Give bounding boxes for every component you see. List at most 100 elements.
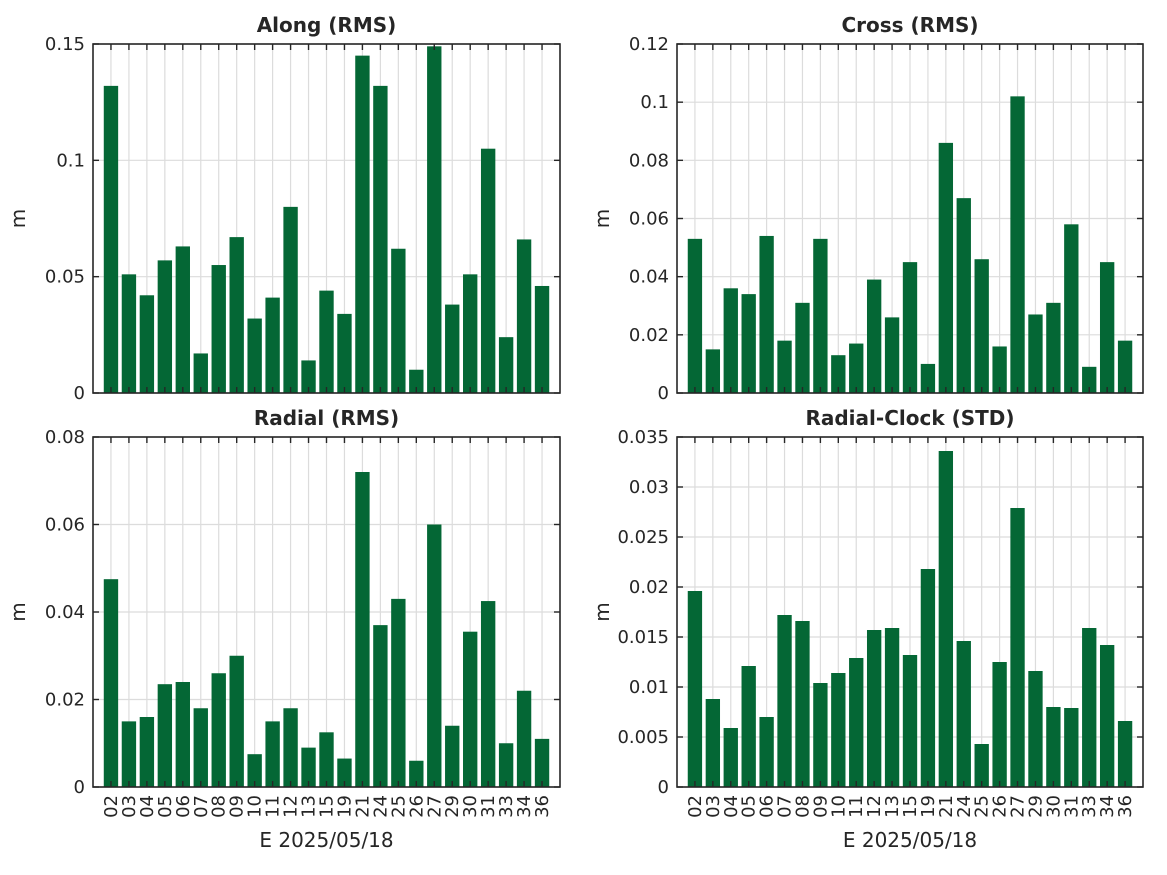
bar-06	[175, 682, 190, 787]
x-tick-label: 27	[1008, 795, 1029, 818]
bar-13	[884, 628, 900, 787]
bar-09	[229, 237, 244, 393]
chart-title: Radial (RMS)	[254, 406, 399, 430]
bar-21	[355, 55, 370, 394]
x-tick-label: 15	[317, 795, 338, 818]
bar-02	[103, 579, 119, 787]
bar-07	[193, 353, 208, 393]
y-tick-label: 0.005	[617, 727, 669, 748]
y-tick-label: 0	[658, 777, 669, 798]
y-tick-label: 0.12	[629, 34, 669, 55]
bar-24	[956, 641, 971, 787]
bar-31	[1064, 224, 1079, 393]
bar-06	[175, 246, 190, 393]
x-tick-label: 02	[101, 795, 122, 818]
y-tick-label: 0.04	[45, 602, 85, 623]
x-tick-label: 34	[1097, 795, 1118, 818]
x-tick-label: 12	[864, 795, 885, 818]
x-tick-label: 03	[119, 795, 140, 818]
x-tick-label: 12	[281, 795, 302, 818]
x-tick-label: 05	[739, 795, 760, 818]
bar-11	[849, 658, 864, 787]
bar-29	[445, 304, 460, 393]
x-tick-label: 10	[828, 795, 849, 818]
x-tick-label: 33	[1079, 795, 1100, 818]
bar-33	[1082, 366, 1097, 393]
y-axis-label: m	[590, 209, 614, 228]
bar-05	[157, 684, 173, 787]
bar-12	[283, 708, 298, 787]
y-tick-label: 0.1	[640, 92, 669, 113]
x-axis-label: E 2025/05/18	[843, 828, 977, 852]
bar-30	[463, 274, 478, 393]
chart-panel-2: 0 0.02 0.04 0.06 0.08 0.1 0.12 Cross (RMS) m	[590, 13, 1144, 404]
y-tick-label: 0.06	[629, 209, 669, 230]
bar-24	[373, 625, 388, 787]
x-tick-label: 19	[334, 795, 355, 818]
bar-27	[427, 524, 442, 787]
bar-27	[427, 46, 442, 394]
bar-09	[813, 238, 828, 393]
x-tick-label: 29	[1025, 795, 1046, 818]
bar-26	[992, 662, 1007, 787]
bar-34	[516, 239, 532, 393]
x-tick-label: 26	[406, 795, 427, 818]
x-tick-label: 08	[209, 795, 230, 818]
x-tick-label: 31	[478, 795, 499, 818]
bar-08	[211, 265, 226, 393]
bar-05	[157, 260, 173, 393]
bar-12	[283, 206, 298, 393]
bar-25	[974, 259, 989, 393]
chart-panel-4: 00.0050.010.0150.020.0250.030.0350203040…	[590, 406, 1144, 852]
x-tick-label: 26	[990, 795, 1011, 818]
y-tick-label: 0.1	[56, 150, 85, 171]
bar-29	[1028, 671, 1043, 787]
bar-30	[463, 631, 478, 787]
x-tick-label: 05	[155, 795, 176, 818]
x-tick-label: 02	[685, 795, 706, 818]
bar-33	[1082, 628, 1097, 787]
bar-34	[1099, 645, 1115, 787]
bar-03	[705, 699, 721, 787]
x-tick-label: 21	[936, 795, 957, 818]
bar-02	[687, 238, 703, 393]
x-tick-label: 11	[263, 795, 284, 818]
x-tick-label: 15	[900, 795, 921, 818]
y-tick-label: 0	[658, 383, 669, 404]
bar-34	[516, 690, 532, 787]
y-tick-label: 0.08	[45, 427, 85, 448]
y-tick-label: 0.08	[629, 150, 669, 171]
x-tick-label: 31	[1061, 795, 1082, 818]
x-tick-label: 21	[352, 795, 373, 818]
bar-31	[480, 601, 496, 787]
y-tick-label: 0.015	[617, 627, 669, 648]
y-tick-label: 0.15	[45, 34, 85, 55]
x-axis-label: E 2025/05/18	[259, 828, 393, 852]
bar-33	[498, 337, 514, 393]
x-tick-label: 27	[424, 795, 445, 818]
bar-24	[956, 198, 971, 393]
x-tick-label: 04	[137, 795, 158, 818]
bar-03	[705, 349, 721, 393]
bar-36	[1117, 721, 1133, 787]
bar-24	[373, 85, 388, 393]
bar-05	[741, 666, 756, 787]
y-tick-label: 0.035	[617, 427, 669, 448]
bar-13	[884, 317, 900, 393]
bar-11	[265, 297, 280, 393]
x-tick-label: 25	[972, 795, 993, 818]
bar-03	[121, 721, 137, 787]
bar-26	[409, 760, 424, 787]
bar-12	[866, 630, 882, 787]
chart-title: Cross (RMS)	[841, 13, 978, 37]
bar-09	[813, 683, 828, 787]
bar-26	[992, 346, 1007, 393]
bar-10	[247, 754, 262, 787]
x-tick-label: 04	[721, 795, 742, 818]
bar-09	[229, 655, 244, 787]
bar-26	[409, 369, 424, 393]
bar-04	[723, 288, 738, 393]
bar-19	[920, 569, 936, 787]
bar-02	[687, 591, 703, 787]
bar-30	[1046, 302, 1061, 393]
